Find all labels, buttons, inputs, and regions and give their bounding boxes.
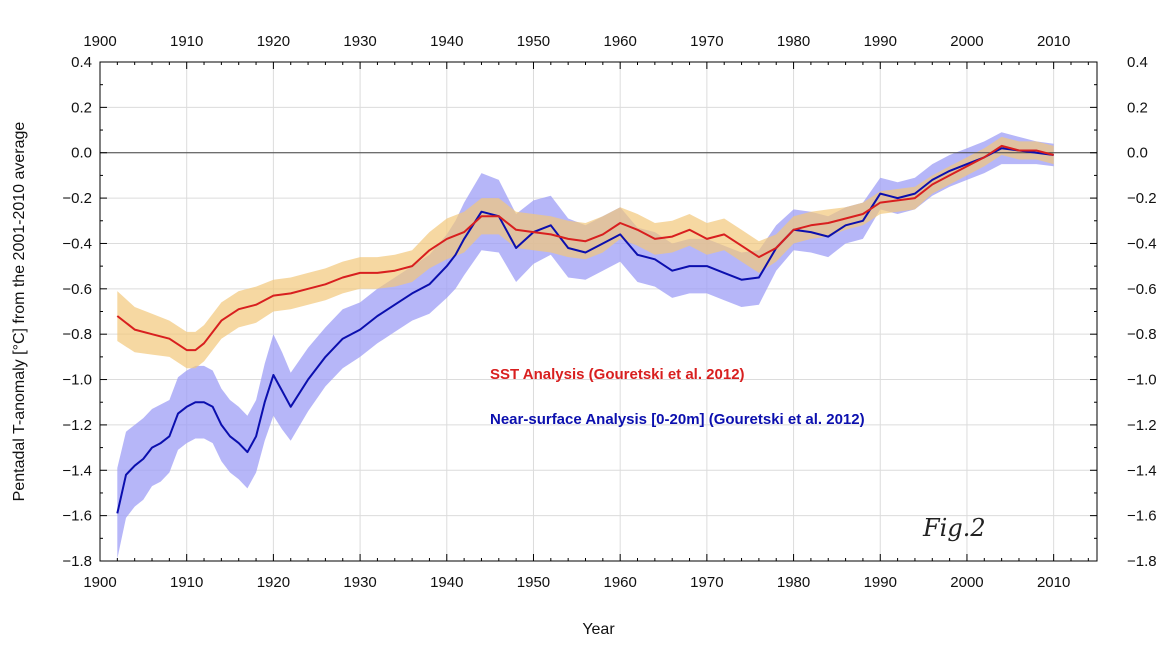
x-tick-label-bottom: 1980: [777, 574, 810, 591]
x-tick-label-bottom: 1960: [603, 574, 636, 591]
y-tick-label-left: 0.4: [71, 54, 92, 71]
x-tick-label-bottom: 2000: [950, 574, 983, 591]
x-tick-label-bottom: 1910: [170, 574, 203, 591]
x-tick-label-bottom: 2010: [1037, 574, 1070, 591]
y-tick-label-left: −0.6: [62, 281, 92, 298]
y-tick-label-left: −1.6: [62, 508, 92, 525]
y-tick-label-right: −1.8: [1127, 553, 1157, 570]
y-tick-label-right: 0.4: [1127, 54, 1148, 71]
x-tick-label-top: 1940: [430, 33, 463, 50]
y-tick-label-left: −1.2: [62, 417, 92, 434]
axes: 1900 1900 1910 1910 1920 1920 1930 1930 1940 1940…: [62, 33, 1156, 591]
y-tick-label-left: −0.2: [62, 190, 92, 207]
x-tick-label-bottom: 1950: [517, 574, 550, 591]
series-lines: [116, 144, 1054, 514]
x-tick-label-top: 1980: [777, 33, 810, 50]
y-tick-label-right: 0.0: [1127, 145, 1148, 162]
x-tick-label-bottom: 1900: [83, 574, 116, 591]
near-surface-uncertainty-band: [117, 132, 1054, 559]
y-tick-label-right: −0.6: [1127, 281, 1157, 298]
y-tick-label-left: −1.4: [62, 462, 92, 479]
x-tick-label-top: 1920: [257, 33, 290, 50]
near-surface-line: [116, 147, 1054, 514]
y-tick-label-right: −1.4: [1127, 462, 1157, 479]
x-tick-label-bottom: 1940: [430, 574, 463, 591]
legend-near-surface: Near-surface Analysis [0-20m] (Gouretski…: [490, 411, 865, 428]
y-tick-label-right: 0.2: [1127, 99, 1148, 116]
legend-sst: SST Analysis (Gouretski et al. 2012): [490, 366, 745, 383]
figure-label: Fig.2: [922, 514, 986, 542]
x-tick-label-top: 2010: [1037, 33, 1070, 50]
y-tick-label-right: −0.2: [1127, 190, 1157, 207]
x-tick-label-top: 2000: [950, 33, 983, 50]
x-tick-label-top: 1900: [83, 33, 116, 50]
x-tick-label-bottom: 1970: [690, 574, 723, 591]
x-tick-label-bottom: 1990: [864, 574, 897, 591]
y-tick-label-left: 0.2: [71, 99, 92, 116]
x-tick-label-top: 1990: [864, 33, 897, 50]
sst-line: [116, 144, 1054, 352]
x-tick-label-top: 1910: [170, 33, 203, 50]
y-tick-label-right: −1.2: [1127, 417, 1157, 434]
y-tick-label-right: −0.4: [1127, 235, 1157, 252]
y-tick-label-right: −1.0: [1127, 372, 1157, 389]
y-tick-label-left: −1.0: [62, 372, 92, 389]
y-tick-label-left: −0.8: [62, 326, 92, 343]
x-tick-label-top: 1970: [690, 33, 723, 50]
y-axis-title: Pentadal T-anomaly [°C] from the 2001-20…: [11, 122, 28, 502]
x-tick-label-bottom: 1920: [257, 574, 290, 591]
x-tick-label-top: 1950: [517, 33, 550, 50]
x-tick-label-top: 1960: [603, 33, 636, 50]
y-tick-label-left: 0.0: [71, 145, 92, 162]
y-tick-label-right: −0.8: [1127, 326, 1157, 343]
y-tick-label-right: −1.6: [1127, 508, 1157, 525]
y-tick-label-left: −0.4: [62, 235, 92, 252]
y-tick-label-left: −1.8: [62, 553, 92, 570]
x-tick-label-bottom: 1930: [343, 574, 376, 591]
x-tick-label-top: 1930: [343, 33, 376, 50]
uncertainty-bands: [117, 132, 1054, 559]
x-axis-title: Year: [582, 621, 615, 638]
